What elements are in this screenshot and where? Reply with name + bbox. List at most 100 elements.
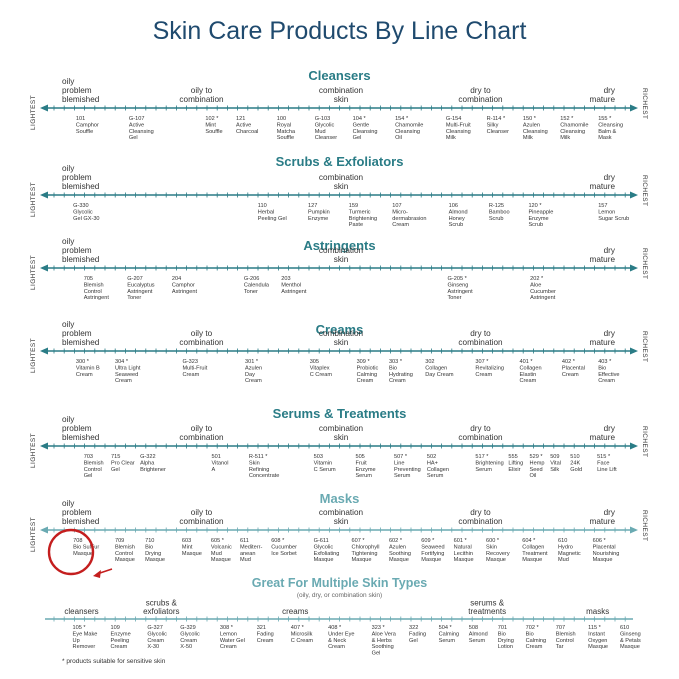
axis-label-richest: RICHEST bbox=[641, 175, 648, 206]
multi-category-label: scrubs & exfoliators bbox=[143, 599, 179, 617]
product-label: G-205 * Ginseng Astringent Toner bbox=[448, 276, 474, 301]
product-label: 303 * Bio Hydrating Cream bbox=[389, 359, 413, 384]
axis-label-richest: RICHEST bbox=[641, 248, 648, 279]
section-title: Creams bbox=[316, 322, 364, 337]
zone-label: combination skin bbox=[319, 86, 364, 104]
product-label: 157 Lemon Sugar Scrub bbox=[598, 203, 629, 222]
product-label: 202 * Aloe Cucumber Astringent bbox=[530, 276, 556, 301]
zone-label: oily problem blemished bbox=[62, 237, 100, 264]
product-label: 109 Enzyme Peeling Cream bbox=[110, 625, 130, 650]
product-label: 106 Almond Honey Scrub bbox=[449, 203, 468, 228]
product-label: 600 * Skin Recovery Masque bbox=[486, 538, 510, 563]
axis-arrow-left-4 bbox=[40, 442, 48, 450]
product-label: 508 Almond Serum bbox=[469, 625, 488, 644]
product-label: R-114 * Silky Cleanser bbox=[487, 116, 510, 135]
product-label: 100 Royal Matcha Souffle bbox=[277, 116, 296, 141]
product-label: 604 * Collagen Treatment Masque bbox=[522, 538, 548, 563]
product-label: 321 Fading Cream bbox=[257, 625, 274, 644]
product-label: G-207 Eucalyptus Astringent Toner bbox=[127, 276, 155, 301]
highlight-circle bbox=[47, 528, 95, 576]
zone-label: combination skin bbox=[319, 508, 364, 526]
product-label: 102 * Mint Souffle bbox=[205, 116, 222, 135]
axis-arrow-left-0 bbox=[40, 104, 48, 112]
product-label: 606 * Placental Nourishing Masque bbox=[593, 538, 620, 563]
product-label: 403 * Bio Effective Cream bbox=[598, 359, 619, 384]
axis-arrow-left-1 bbox=[40, 191, 48, 199]
product-label: R-511 * Skin Refining Concentrate bbox=[249, 454, 279, 479]
product-label: 602 * Azulen Soothing Masque bbox=[389, 538, 411, 563]
product-label: G-611 Glycolic Exfoliating Masque bbox=[314, 538, 340, 563]
zone-label: combination skin bbox=[319, 329, 364, 347]
product-label: 120 * Pineapple Enzyme Scrub bbox=[528, 203, 553, 228]
zone-label: combination skin bbox=[319, 173, 364, 191]
product-label: 309 * Probiotic Calming Cream bbox=[357, 359, 379, 384]
axis-label-lightest: LIGHTEST bbox=[30, 338, 37, 373]
zone-label: combination skin bbox=[319, 424, 364, 442]
axis-arrow-right-0 bbox=[630, 104, 638, 112]
product-label: 701 Bio Drying Lotion bbox=[498, 625, 514, 650]
axis-label-richest: RICHEST bbox=[641, 331, 648, 362]
section-title: Astringents bbox=[303, 238, 375, 253]
section-title: Scrubs & Exfoliators bbox=[276, 154, 404, 169]
zone-label: dry to combination bbox=[458, 86, 503, 104]
zone-label: oily problem blemished bbox=[62, 320, 100, 347]
product-label: 155 * Cleansing Balm & Mask bbox=[598, 116, 623, 141]
axis-label-lightest: LIGHTEST bbox=[30, 182, 37, 217]
zone-label: oily to combination bbox=[179, 508, 224, 526]
product-label: 204 Camphor Astringent bbox=[172, 276, 198, 295]
axis-arrow-left-5 bbox=[40, 526, 48, 534]
zone-label: dry mature bbox=[590, 246, 616, 264]
product-label: R-125 Bamboo Scrub bbox=[489, 203, 510, 222]
zone-label: dry mature bbox=[590, 329, 616, 347]
zone-label: oily problem blemished bbox=[62, 77, 100, 104]
product-label: 607 * Chlorophyll Tightening Masque bbox=[352, 538, 380, 563]
product-label: 307 * Revitalizing Cream bbox=[475, 359, 504, 378]
product-label: 503 Vitamin C Serum bbox=[314, 454, 336, 473]
product-label: 203 Menthol Astringent bbox=[281, 276, 307, 295]
axis-arrow-left-2 bbox=[40, 264, 48, 272]
axis-arrow-right-3 bbox=[630, 347, 638, 355]
product-label: 515 * Face Line Lift bbox=[597, 454, 617, 473]
product-label: G-330 Glycolic Gel GX-30 bbox=[73, 203, 99, 222]
product-label: 402 * Placental Cream bbox=[562, 359, 585, 378]
multi-category-label: serums & treatments bbox=[468, 599, 506, 617]
zone-label: oily problem blemished bbox=[62, 499, 100, 526]
zone-label: dry mature bbox=[590, 173, 616, 191]
product-label: 154 * Chamomile Cleansing Oil bbox=[395, 116, 423, 141]
product-label: 408 * Under Eye & Neck Cream bbox=[328, 625, 354, 650]
product-label: 121 Active Charcoal bbox=[236, 116, 258, 135]
axis-arrow-right-2 bbox=[630, 264, 638, 272]
product-label: 707 Blemish Control Tar bbox=[556, 625, 576, 650]
page-title: Skin Care Products By Line Chart bbox=[152, 17, 527, 45]
product-label: 702 * Bio Calming Cream bbox=[526, 625, 547, 650]
product-label: 304 * Ultra Light Seaweed Cream bbox=[115, 359, 141, 384]
product-label: G-329 Glycolic Cream X-50 bbox=[180, 625, 200, 650]
zone-label: oily to combination bbox=[179, 424, 224, 442]
product-label: 152 * Chamomile Cleansing Milk bbox=[560, 116, 588, 141]
multi-subtitle: (oily, dry, or combination skin) bbox=[297, 592, 382, 599]
product-label: 709 Blemish Control Masque bbox=[115, 538, 135, 563]
axis-label-lightest: LIGHTEST bbox=[30, 433, 37, 468]
product-label: 308 * Lemon Water Gel Cream bbox=[220, 625, 245, 650]
axis-arrow-right-4 bbox=[630, 442, 638, 450]
axis-label-lightest: LIGHTEST bbox=[30, 95, 37, 130]
footnote: * products suitable for sensitive skin bbox=[62, 658, 166, 665]
product-label: G-103 Glycolic Mud Cleanser bbox=[315, 116, 338, 141]
axis-arrow-right-5 bbox=[630, 526, 638, 534]
product-label: 610 Ginseng & Petals Masque bbox=[620, 625, 641, 650]
product-label: G-154 Multi-Fruit Cleansing Milk bbox=[446, 116, 471, 141]
axis-label-lightest: LIGHTEST bbox=[30, 517, 37, 552]
multi-category-label: masks bbox=[586, 607, 609, 616]
product-label: 507 * Line Preventing Serum bbox=[394, 454, 421, 479]
axis-label-lightest: LIGHTEST bbox=[30, 255, 37, 290]
product-label: 305 Vitaplex C Cream bbox=[310, 359, 333, 378]
axis-arrow-left-3 bbox=[40, 347, 48, 355]
zone-label: combination skin bbox=[319, 246, 364, 264]
zone-label: dry mature bbox=[590, 424, 616, 442]
product-label: 601 * Natural Lecithin Masque bbox=[454, 538, 474, 563]
product-label: G-327 Glycolic Cream X-30 bbox=[147, 625, 167, 650]
zone-label: dry mature bbox=[590, 86, 616, 104]
zone-label: dry mature bbox=[590, 508, 616, 526]
highlight-arrow-head bbox=[93, 570, 101, 578]
product-label: 715 Pro Clear Gel bbox=[111, 454, 135, 473]
